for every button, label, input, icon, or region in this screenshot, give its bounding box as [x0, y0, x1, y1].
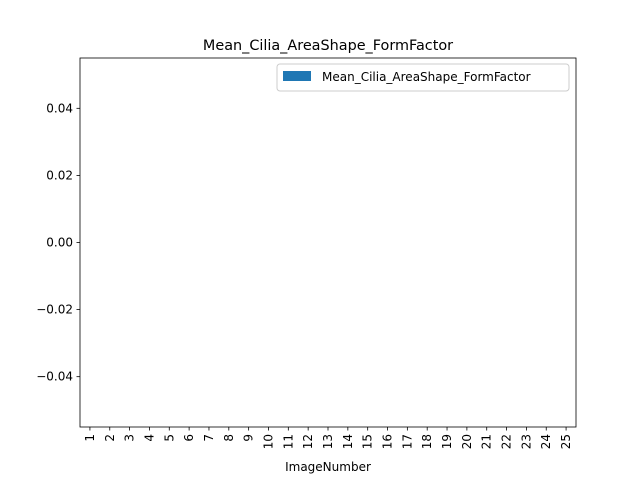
x-tick-label: 21	[480, 434, 494, 449]
legend-swatch	[283, 71, 311, 81]
x-tick-label: 18	[420, 434, 434, 449]
x-tick-label: 17	[400, 434, 414, 449]
x-tick-label: 2	[103, 434, 117, 442]
y-tick-label: −0.02	[36, 303, 73, 317]
x-tick-label: 11	[281, 434, 295, 449]
y-tick-label: −0.04	[36, 370, 73, 384]
y-tick-label: 0.02	[46, 168, 73, 182]
y-tick-label: 0.04	[46, 101, 73, 115]
x-tick-label: 13	[321, 434, 335, 449]
legend-entry: Mean_Cilia_AreaShape_FormFactor	[322, 70, 531, 84]
x-axis-label: ImageNumber	[285, 460, 371, 474]
x-tick-label: 16	[381, 434, 395, 449]
x-tick-label: 9	[242, 434, 256, 442]
x-tick-label: 15	[361, 434, 375, 449]
legend: Mean_Cilia_AreaShape_FormFactor	[276, 63, 570, 92]
x-tick-label: 8	[222, 434, 236, 442]
x-tick-label: 6	[182, 434, 196, 442]
x-tick-label: 5	[162, 434, 176, 442]
x-tick-label: 3	[123, 434, 137, 442]
chart-title: Mean_Cilia_AreaShape_FormFactor	[203, 38, 453, 54]
x-tick-label: 10	[261, 434, 275, 449]
x-tick-label: 22	[500, 434, 514, 449]
x-tick-label: 23	[519, 434, 533, 449]
x-tick-label: 4	[142, 434, 156, 442]
y-tick-label: 0.00	[46, 236, 73, 250]
legend-box	[276, 63, 570, 92]
x-tick-label: 20	[460, 434, 474, 449]
x-tick-label: 25	[559, 434, 573, 449]
y-axis-ticks: −0.04 −0.02 0.00 0.02 0.04	[36, 101, 80, 384]
x-tick-label: 24	[539, 434, 553, 449]
x-tick-label: 12	[301, 434, 315, 449]
plot-area: −0.04−0.020.000.020.04 1 2 3 4 5 6 7 8 9 10 11 12 13…	[36, 57, 577, 449]
x-tick-label: 1	[83, 434, 97, 442]
x-axis-ticks: 1 2 3 4 5 6 7 8 9 10 11 12 13 14 15 16 17 18 19 20 21 22 23 24 2…	[83, 427, 573, 449]
x-tick-label: 7	[202, 434, 216, 442]
x-tick-label: 19	[440, 434, 454, 449]
x-tick-label: 14	[341, 434, 355, 449]
